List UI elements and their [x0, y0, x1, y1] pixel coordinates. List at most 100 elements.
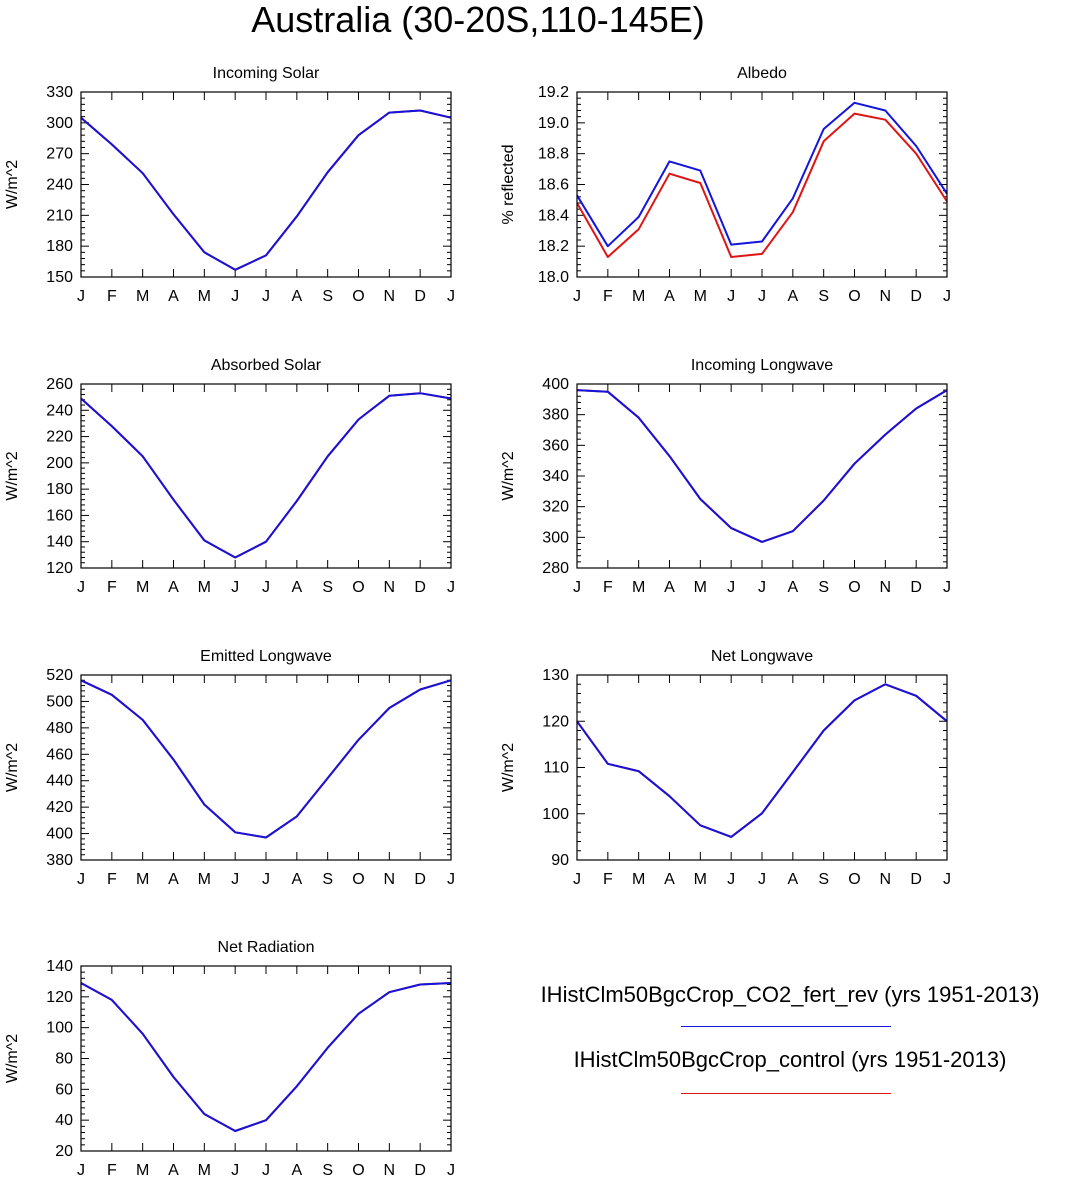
chart-title: Absorbed Solar — [211, 357, 322, 374]
x-tick-label: M — [694, 288, 707, 305]
x-tick-label: M — [694, 579, 707, 596]
chart-panel: Net Radiation W/m^2 20 40 60 80 100 120 140 J F M A M… — [4, 939, 455, 1179]
x-tick-label: J — [262, 1162, 270, 1179]
y-tick-label: 240 — [46, 402, 73, 419]
chart-panel: Albedo % reflected 18.0 18.2 18.4 18.6 18.8 19.… — [500, 65, 951, 305]
chart-panel: Incoming Solar W/m^2 150 180 210 240 270 300 330… — [4, 65, 455, 305]
x-tick-label: J — [231, 288, 239, 305]
x-tick-label: F — [107, 288, 117, 305]
x-tick-label: A — [291, 871, 302, 888]
y-tick-label: 420 — [46, 799, 73, 816]
x-tick-label: O — [848, 579, 860, 596]
y-axis-label: W/m^2 — [4, 160, 21, 209]
x-tick-label: N — [384, 871, 396, 888]
x-tick-label: S — [322, 871, 333, 888]
series-line-control — [80, 109, 452, 271]
x-tick-label: F — [603, 579, 613, 596]
x-tick-label: J — [77, 1162, 85, 1179]
x-tick-label: J — [447, 871, 455, 888]
y-axis-label: W/m^2 — [4, 451, 21, 500]
y-tick-label: 110 — [543, 760, 569, 777]
y-tick-label: 400 — [46, 826, 73, 843]
x-tick-label: F — [603, 288, 613, 305]
y-tick-label: 100 — [542, 806, 569, 823]
y-tick-label: 340 — [542, 468, 569, 485]
y-tick-label: 260 — [46, 376, 73, 393]
plot-frame — [80, 91, 452, 278]
series-line-fert — [80, 109, 452, 271]
chart-title: Incoming Longwave — [691, 357, 833, 374]
chart-title: Net Longwave — [711, 648, 813, 665]
x-tick-label: M — [632, 288, 645, 305]
x-tick-label: M — [136, 871, 149, 888]
y-tick-label: 18.0 — [538, 269, 569, 286]
x-tick-label: A — [291, 1162, 302, 1179]
plot-frame — [80, 383, 452, 569]
plot-frame — [80, 965, 452, 1152]
x-tick-label: S — [818, 579, 829, 596]
y-tick-label: 220 — [46, 429, 73, 446]
series-line-fert — [576, 683, 948, 838]
x-tick-label: A — [168, 288, 179, 305]
plot-frame — [576, 674, 948, 861]
y-tick-label: 480 — [46, 720, 73, 737]
y-tick-label: 520 — [46, 667, 73, 684]
x-tick-label: J — [943, 288, 951, 305]
plot-frame — [576, 383, 948, 569]
chart-panel: Net Longwave W/m^2 90 100 110 120 130 J F M A M J J A S… — [500, 648, 951, 888]
x-tick-label: M — [136, 1162, 149, 1179]
x-tick-label: J — [77, 871, 85, 888]
plot-frame — [576, 91, 948, 278]
x-tick-label: S — [322, 1162, 333, 1179]
y-axis-label: W/m^2 — [500, 743, 517, 792]
x-tick-label: A — [291, 288, 302, 305]
y-axis-label: % reflected — [500, 144, 517, 224]
x-tick-label: J — [262, 871, 270, 888]
x-tick-label: F — [603, 871, 613, 888]
x-tick-label: O — [352, 579, 364, 596]
y-tick-label: 380 — [46, 852, 73, 869]
y-tick-label: 440 — [46, 773, 73, 790]
series-line-fert — [80, 392, 452, 559]
y-tick-label: 140 — [46, 958, 73, 975]
y-tick-label: 18.8 — [538, 146, 569, 163]
x-tick-label: J — [758, 579, 766, 596]
y-tick-label: 160 — [46, 507, 73, 524]
x-tick-label: F — [107, 871, 117, 888]
y-tick-label: 210 — [46, 207, 73, 224]
y-tick-label: 180 — [46, 238, 73, 255]
x-tick-label: M — [198, 288, 211, 305]
x-tick-label: J — [573, 288, 581, 305]
x-tick-label: J — [77, 579, 85, 596]
chart-title: Incoming Solar — [213, 65, 320, 82]
page-title: Australia (30-20S,110-145E) — [251, 0, 705, 40]
x-tick-label: S — [818, 871, 829, 888]
y-axis-label: W/m^2 — [500, 451, 517, 500]
y-tick-label: 19.2 — [538, 84, 569, 101]
y-tick-label: 330 — [46, 84, 73, 101]
x-tick-label: N — [384, 1162, 396, 1179]
y-tick-label: 120 — [46, 560, 73, 577]
x-tick-label: J — [727, 871, 735, 888]
x-tick-label: J — [77, 288, 85, 305]
y-tick-label: 18.4 — [538, 207, 569, 224]
series-line-control — [576, 112, 948, 258]
x-tick-label: M — [632, 871, 645, 888]
legend-label-fert: IHistClm50BgcCrop_CO2_fert_rev (yrs 1951… — [540, 982, 1040, 1007]
y-tick-label: 20 — [55, 1143, 73, 1160]
x-tick-label: D — [414, 1162, 426, 1179]
y-tick-label: 100 — [46, 1020, 73, 1037]
x-tick-label: S — [818, 288, 829, 305]
x-tick-label: A — [664, 871, 675, 888]
x-tick-label: D — [910, 579, 922, 596]
x-tick-label: S — [322, 288, 333, 305]
x-tick-label: N — [880, 288, 892, 305]
y-tick-label: 360 — [542, 437, 569, 454]
x-tick-label: M — [632, 579, 645, 596]
x-tick-label: O — [352, 871, 364, 888]
x-tick-label: J — [231, 871, 239, 888]
y-tick-label: 80 — [55, 1051, 73, 1068]
y-tick-label: 18.2 — [538, 238, 569, 255]
y-tick-label: 18.6 — [538, 177, 569, 194]
y-tick-label: 120 — [46, 989, 73, 1006]
